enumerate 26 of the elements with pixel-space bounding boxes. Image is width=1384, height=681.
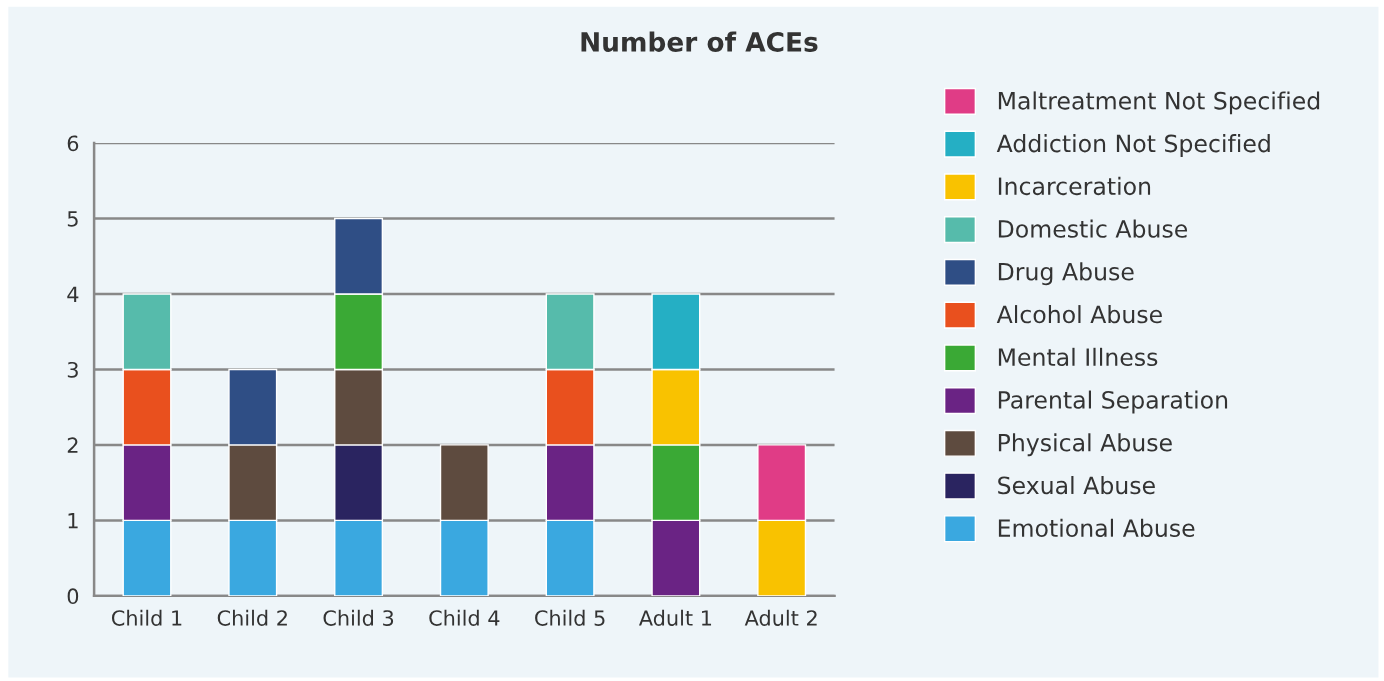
x-tick-label: Child 1 xyxy=(111,609,182,626)
x-tick-label: Child 3 xyxy=(323,609,394,626)
x-tick-label: Adult 1 xyxy=(638,609,712,626)
y-tick-label: 4 xyxy=(67,286,79,302)
legend-label: Physical Abuse xyxy=(998,433,1172,457)
y-tick-label: 5 xyxy=(67,211,78,227)
y-tick-label: 3 xyxy=(67,361,78,378)
x-tick-label: Adult 2 xyxy=(744,609,817,626)
legend-label: Mental Illness xyxy=(998,347,1158,367)
y-tick-label: 2 xyxy=(67,437,78,453)
legend-label: Incarceration xyxy=(998,176,1151,196)
x-tick-label: Child 5 xyxy=(535,609,605,626)
legend-label: Drug Abuse xyxy=(998,262,1134,286)
legend-label: Addiction Not Specified xyxy=(996,134,1270,157)
legend-label: Alcohol Abuse xyxy=(996,305,1162,324)
y-tick-label: 1 xyxy=(68,513,78,529)
x-tick-label: Child 4 xyxy=(429,609,500,626)
legend-label: Parental Separation xyxy=(998,390,1228,414)
legend-label: Maltreatment Not Specified xyxy=(998,91,1320,115)
legend-label: Domestic Abuse xyxy=(998,219,1188,238)
legend-label: Sexual Abuse xyxy=(998,476,1155,495)
y-tick-label: 6 xyxy=(67,135,79,152)
legend-label: Emotional Abuse xyxy=(998,518,1195,538)
chart-title: Number of ACEs xyxy=(581,31,818,52)
x-tick-label: Child 2 xyxy=(217,609,287,626)
y-tick-label: 0 xyxy=(67,588,79,605)
